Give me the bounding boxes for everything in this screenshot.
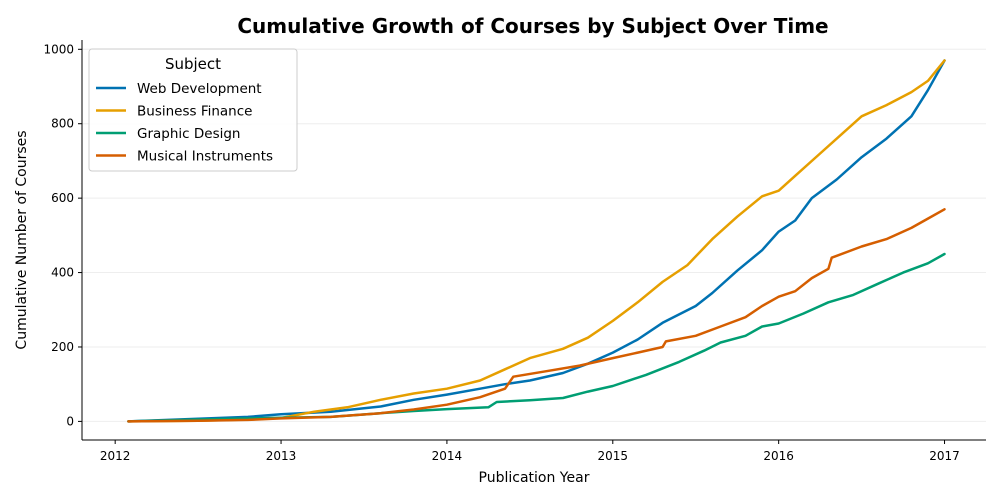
x-tick-label: 2017	[929, 449, 960, 463]
y-tick-label: 800	[51, 117, 74, 131]
x-tick-label: 2013	[266, 449, 297, 463]
x-tick-label: 2014	[432, 449, 463, 463]
legend-label-musical-instruments: Musical Instruments	[137, 149, 273, 165]
series-lines	[127, 59, 946, 423]
y-tick-label: 600	[51, 191, 74, 205]
y-tick-label: 0	[66, 414, 74, 428]
legend-label-web-development: Web Development	[137, 81, 262, 97]
x-tick-label: 2015	[598, 449, 629, 463]
y-tick-label: 400	[51, 266, 74, 280]
series-line-business-finance	[127, 59, 946, 423]
series-line-musical-instruments	[127, 208, 946, 423]
series-line-graphic-design	[127, 252, 946, 423]
x-tick-label: 2012	[100, 449, 131, 463]
legend-box	[88, 48, 298, 172]
y-tick-label: 1000	[43, 42, 74, 56]
legend-label-business-finance: Business Finance	[137, 104, 252, 120]
x-axis-label: Publication Year	[479, 470, 590, 486]
y-axis-ticks: 0 200 400 600 800 1000	[43, 42, 82, 428]
chart-title: Cumulative Growth of Courses by Subject …	[237, 14, 828, 38]
legend-items: Web Development Business Finance Graphic D…	[96, 81, 273, 165]
legend-label-graphic-design: Graphic Design	[137, 126, 241, 142]
series-line-web-development	[127, 59, 946, 423]
legend-title: Subject	[165, 55, 221, 73]
y-tick-label: 200	[51, 340, 74, 354]
x-tick-label: 2016	[763, 449, 794, 463]
x-axis-ticks: 2012 2013 2014 2015 2016 2017	[100, 440, 960, 463]
y-axis-label: Cumulative Number of Courses	[14, 130, 30, 349]
legend: Subject Web Development Business Finance G…	[88, 48, 298, 172]
